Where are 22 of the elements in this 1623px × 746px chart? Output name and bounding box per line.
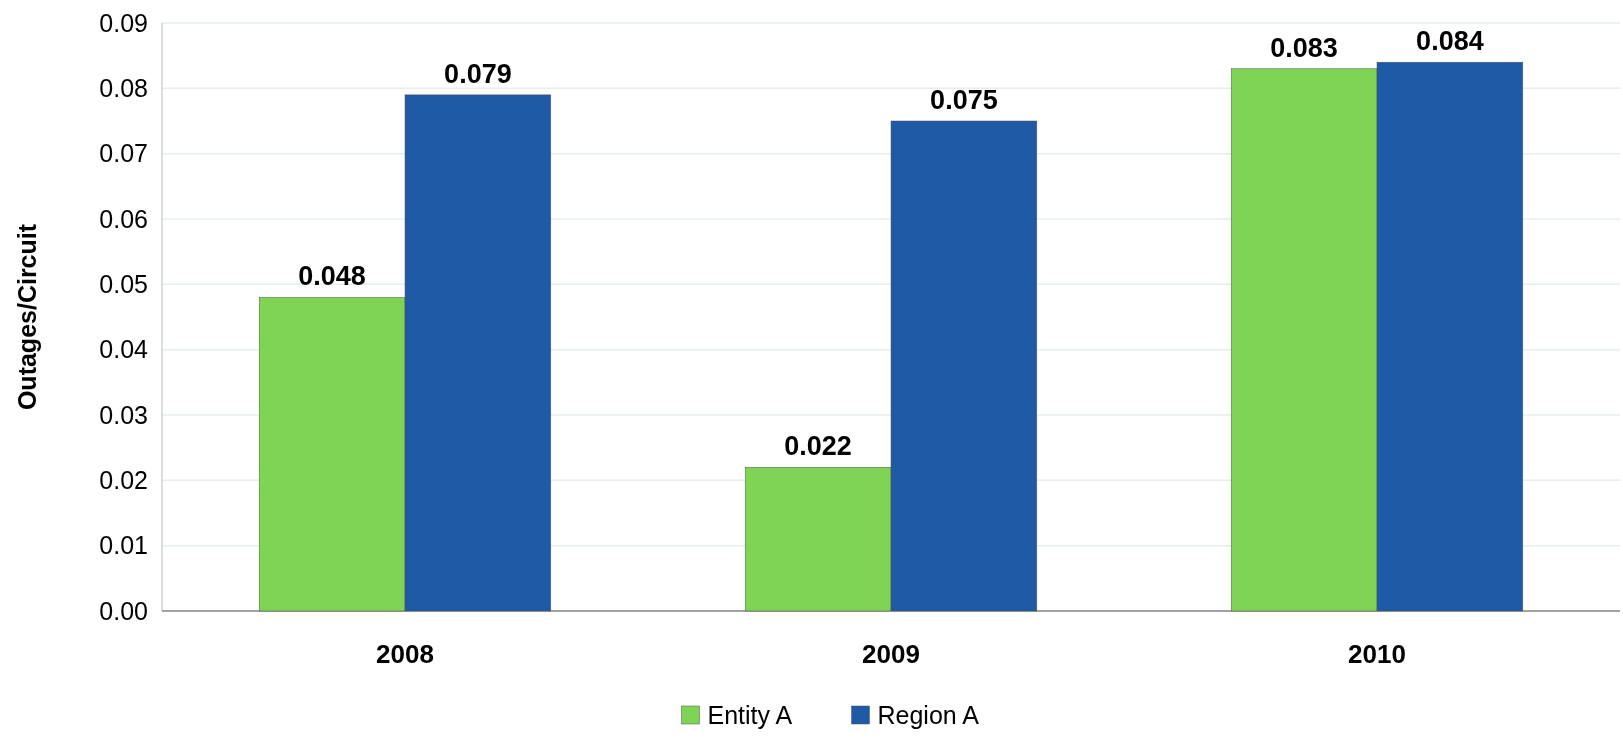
data-label: 0.022 [784, 431, 852, 462]
y-tick-label: 0.08 [99, 74, 148, 103]
y-axis-title: Outages/Circuit [13, 223, 41, 411]
x-tick-label: 2008 [376, 639, 434, 669]
legend-label: Region A [877, 701, 980, 729]
x-tick-label: 2010 [1348, 639, 1406, 669]
y-tick-label: 0.00 [99, 596, 148, 625]
y-tick-label: 0.03 [99, 400, 148, 429]
y-tick-label: 0.06 [99, 204, 148, 233]
data-label: 0.084 [1416, 26, 1484, 57]
legend-label: Entity A [707, 701, 793, 729]
data-label: 0.079 [444, 58, 512, 89]
y-tick-label: 0.01 [99, 531, 148, 560]
y-tick-label: 0.04 [99, 335, 149, 364]
data-label: 0.083 [1270, 32, 1338, 63]
data-label: 0.075 [930, 85, 998, 115]
y-tick-label: 0.02 [99, 466, 148, 495]
y-tick-label: 0.07 [99, 139, 148, 168]
y-tick-label: 0.09 [99, 8, 148, 37]
y-tick-label: 0.05 [99, 270, 148, 299]
x-tick-label: 2009 [862, 639, 920, 669]
data-label: 0.048 [298, 261, 366, 292]
